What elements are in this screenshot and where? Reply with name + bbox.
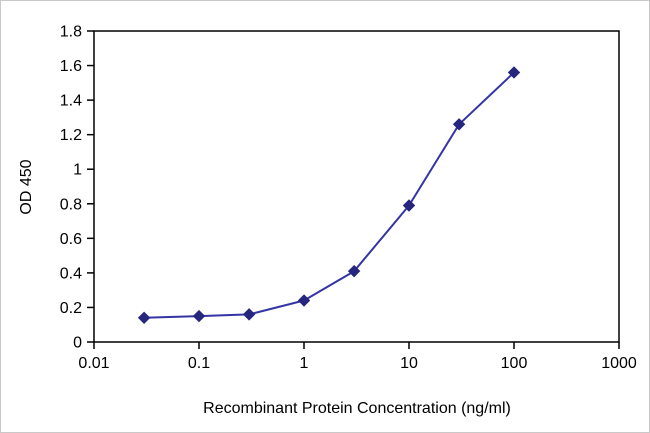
x-tick-label: 1 xyxy=(300,355,309,372)
y-tick-label: 1 xyxy=(73,162,82,179)
x-tick-label: 1000 xyxy=(601,355,637,372)
plot-area: 0 0.2 0.4 0.6 0.8 1 1.2 1.4 1.6 1.8 0.01 0.1 1 10 100 1… xyxy=(60,24,637,373)
data-point-marker xyxy=(242,308,256,321)
x-tick-label: 100 xyxy=(501,355,528,372)
plot-border xyxy=(93,30,620,343)
data-point-marker xyxy=(347,264,361,278)
y-tick-label: 0 xyxy=(73,335,82,352)
data-point-marker xyxy=(297,294,311,307)
x-tick-label: 10 xyxy=(400,355,418,372)
data-point-marker xyxy=(452,118,466,131)
y-tick-label: 1.4 xyxy=(60,93,82,110)
y-tick-label: 1.6 xyxy=(60,58,82,75)
y-tick-label: 0.4 xyxy=(60,265,82,282)
y-tick-label: 1.8 xyxy=(60,24,82,41)
data-point-marker xyxy=(402,199,416,212)
y-tick-label: 0.2 xyxy=(60,300,82,317)
x-axis-title: Recombinant Protein Concentration (ng/ml… xyxy=(203,400,511,417)
y-axis-title: OD 450 xyxy=(18,159,35,214)
x-tick-label: 0.01 xyxy=(78,355,109,372)
data-point-marker xyxy=(507,66,521,79)
x-tick-label: 0.1 xyxy=(188,355,210,372)
y-tick-label: 0.8 xyxy=(60,196,82,213)
y-tick-label: 0.6 xyxy=(60,231,82,248)
series-line xyxy=(144,71,515,319)
data-point-marker xyxy=(137,311,151,325)
y-tick-label: 1.2 xyxy=(60,127,82,144)
data-point-marker xyxy=(192,309,206,323)
